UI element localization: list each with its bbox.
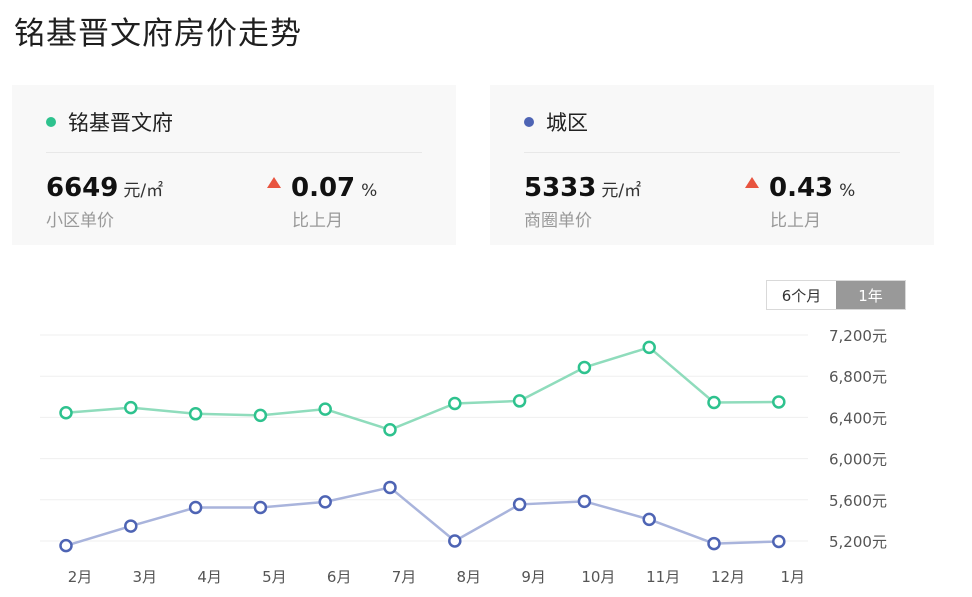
community-price-card: 铭基晋文府 6649 元/㎡ 小区单价 0.07 % 比上月 [12, 85, 456, 245]
series-2-point [707, 536, 721, 551]
series-1-point [512, 394, 527, 408]
x-tick-label: 8月 [457, 568, 482, 586]
y-tick-label: 6,800元 [829, 368, 887, 386]
range-6-months-button[interactable]: 6个月 [767, 281, 836, 309]
x-tick-label: 3月 [133, 568, 158, 586]
change-value: 0.43 % [745, 173, 855, 203]
series-2-point [448, 534, 462, 548]
up-triangle-icon [267, 177, 281, 188]
x-tick-label: 12月 [711, 568, 745, 586]
price-value: 6649 元/㎡ [46, 173, 163, 203]
district-dot-icon [524, 117, 534, 127]
card-divider [46, 152, 422, 153]
x-tick-label: 1月 [781, 568, 806, 586]
series-2-point [318, 495, 332, 509]
card-name: 铭基晋文府 [68, 111, 173, 135]
change-unit: % [361, 181, 378, 201]
series-line-2 [65, 486, 779, 547]
x-tick-label: 11月 [646, 568, 680, 586]
change-unit: % [839, 181, 856, 201]
y-tick-label: 5,600元 [829, 492, 887, 510]
price-number: 5333 [524, 173, 597, 203]
price-value: 5333 元/㎡ [524, 173, 641, 203]
series-2-point [512, 497, 527, 512]
series-2-point [59, 538, 73, 553]
card-name: 城区 [546, 111, 588, 135]
y-tick-label: 5,200元 [829, 533, 887, 551]
series-1-point [772, 395, 786, 409]
range-1-year-button[interactable]: 1年 [836, 281, 905, 309]
series-2-point [383, 480, 397, 495]
price-label: 商圈单价 [524, 211, 592, 231]
series-1-point [318, 402, 332, 416]
series-1-point [383, 423, 397, 437]
price-unit: 元/㎡ [601, 181, 642, 201]
price-unit: 元/㎡ [123, 181, 164, 201]
series-1-point [188, 407, 203, 421]
price-number: 6649 [46, 173, 119, 203]
community-dot-icon [46, 117, 56, 127]
x-tick-label: 6月 [327, 568, 352, 586]
card-divider [524, 152, 900, 153]
series-1-point [642, 340, 656, 355]
y-tick-label: 6,000元 [829, 451, 887, 469]
series-1-point [253, 408, 268, 423]
change-label: 比上月 [292, 211, 343, 231]
card-header: 城区 [524, 107, 588, 137]
series-2-point [642, 512, 656, 527]
up-triangle-icon [745, 177, 759, 188]
x-tick-label: 9月 [521, 568, 546, 586]
card-header: 铭基晋文府 [46, 107, 173, 137]
series-1-point [577, 360, 592, 375]
x-tick-label: 4月 [197, 568, 222, 586]
y-tick-label: 6,400元 [829, 409, 887, 427]
series-2-point [124, 519, 138, 533]
series-1-point [59, 406, 73, 420]
series-2-point [253, 500, 268, 515]
series-2-point [577, 494, 592, 509]
price-label: 小区单价 [46, 211, 114, 231]
change-number: 0.43 [769, 173, 834, 203]
series-1-point [124, 400, 138, 415]
series-1-point [707, 395, 721, 410]
x-tick-label: 2月 [68, 568, 93, 586]
x-tick-label: 5月 [262, 568, 287, 586]
x-tick-label: 7月 [392, 568, 417, 586]
series-2-point [772, 534, 786, 549]
page-title: 铭基晋文府房价走势 [14, 16, 302, 52]
change-number: 0.07 [291, 173, 356, 203]
range-toggle: 6个月 1年 [766, 280, 906, 310]
district-price-card: 城区 5333 元/㎡ 商圈单价 0.43 % 比上月 [490, 85, 934, 245]
series-2-point [188, 500, 203, 515]
series-1-point [448, 396, 462, 411]
y-tick-label: 7,200元 [829, 327, 887, 345]
series-line-1 [65, 345, 779, 432]
change-value: 0.07 % [267, 173, 377, 203]
change-label: 比上月 [770, 211, 821, 231]
x-tick-label: 10月 [581, 568, 615, 586]
